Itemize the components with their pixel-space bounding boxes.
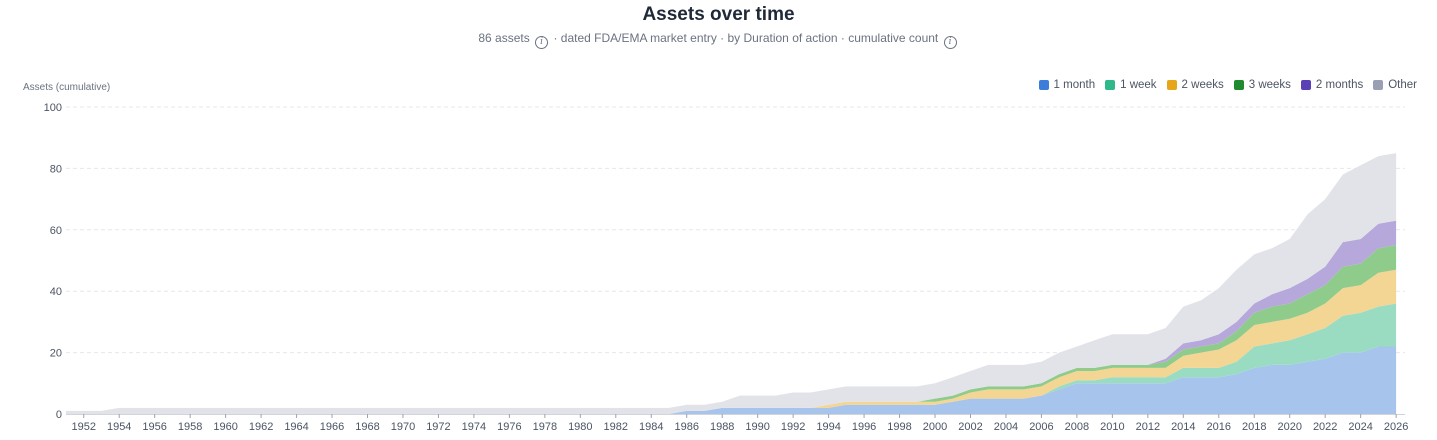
legend-swatch (1038, 80, 1049, 90)
y-tick-label: 60 (50, 225, 62, 237)
x-tick-label: 1966 (320, 421, 344, 433)
x-tick-label: 1978 (533, 421, 557, 433)
legend-label: Other (1388, 79, 1417, 91)
asset-count-text: 86 assets (478, 31, 530, 45)
x-tick-label: 1958 (178, 421, 202, 433)
area-series-1-month (66, 346, 1397, 414)
legend-swatch (1300, 80, 1311, 90)
x-tick-label: 2008 (1065, 421, 1089, 433)
legend-swatch (1166, 80, 1177, 90)
x-tick-label: 2016 (1207, 421, 1231, 433)
x-tick-label: 1962 (249, 421, 273, 433)
x-tick-label: 2018 (1242, 421, 1266, 433)
x-tick-label: 2014 (1171, 421, 1195, 433)
y-axis-label: Assets (cumulative) (23, 82, 110, 93)
y-tick-label: 100 (44, 102, 62, 114)
x-tick-label: 1992 (781, 421, 805, 433)
legend-swatch (1233, 80, 1244, 90)
legend-swatch (1373, 80, 1384, 90)
x-tick-label: 1956 (142, 421, 166, 433)
subtitle-description: · dated FDA/EMA market entry · by Durati… (553, 31, 939, 45)
legend-item-other[interactable]: Other (1373, 79, 1417, 91)
x-tick-label: 2024 (1348, 421, 1372, 433)
x-tick-label: 2020 (1277, 421, 1301, 433)
info-icon[interactable]: i (535, 36, 549, 49)
x-tick-label: 1980 (568, 421, 592, 433)
x-tick-label: 1976 (497, 421, 521, 433)
y-tick-label: 0 (56, 409, 62, 421)
x-tick-label: 1972 (426, 421, 450, 433)
x-tick-label: 1952 (71, 421, 95, 433)
x-tick-label: 1960 (213, 421, 237, 433)
legend-label: 1 month (1053, 79, 1096, 91)
x-tick-label: 1968 (355, 421, 379, 433)
x-tick-label: 1998 (887, 421, 911, 433)
y-tick-label: 20 (50, 348, 62, 360)
legend-swatch (1105, 80, 1116, 90)
x-tick-label: 1986 (674, 421, 698, 433)
x-tick-label: 1994 (816, 421, 840, 433)
x-tick-label: 1954 (107, 421, 131, 433)
x-tick-label: 2004 (994, 421, 1018, 433)
x-tick-label: 1988 (710, 421, 734, 433)
chart-legend: 1 month 1 week 2 weeks 3 weeks 2 months Other (1038, 79, 1417, 91)
legend-item-3-weeks[interactable]: 3 weeks (1233, 79, 1291, 91)
legend-item-1-month[interactable]: 1 month (1038, 79, 1096, 91)
x-tick-label: 1974 (462, 421, 486, 433)
x-tick-label: 2022 (1313, 421, 1337, 433)
y-tick-label: 80 (50, 163, 62, 175)
x-tick-label: 2012 (1136, 421, 1160, 433)
legend-label: 1 week (1120, 79, 1157, 91)
legend-label: 3 weeks (1248, 79, 1291, 91)
x-tick-label: 2002 (958, 421, 982, 433)
chart-subtitle: 86 assets i · dated FDA/EMA market entry… (0, 31, 1437, 49)
y-tick-label: 40 (50, 286, 62, 298)
legend-item-2-weeks[interactable]: 2 weeks (1166, 79, 1224, 91)
legend-item-2-months[interactable]: 2 months (1300, 79, 1364, 91)
x-tick-label: 2000 (923, 421, 947, 433)
x-tick-label: 1990 (745, 421, 769, 433)
x-tick-label: 1982 (604, 421, 628, 433)
x-tick-label: 1964 (284, 421, 308, 433)
x-tick-label: 2006 (1029, 421, 1053, 433)
legend-label: 2 weeks (1181, 79, 1224, 91)
area-series-2-weeks (66, 269, 1397, 414)
legend-label: 2 months (1315, 79, 1364, 91)
x-tick-label: 2026 (1384, 421, 1408, 433)
chart-title: Assets over time (642, 4, 795, 25)
info-icon[interactable]: i (943, 36, 957, 49)
x-tick-label: 1970 (391, 421, 415, 433)
area-series-1-week (66, 303, 1397, 414)
x-tick-label: 1996 (852, 421, 876, 433)
legend-item-1-week[interactable]: 1 week (1105, 79, 1157, 91)
x-tick-label: 2010 (1100, 421, 1124, 433)
x-tick-label: 1984 (639, 421, 663, 433)
